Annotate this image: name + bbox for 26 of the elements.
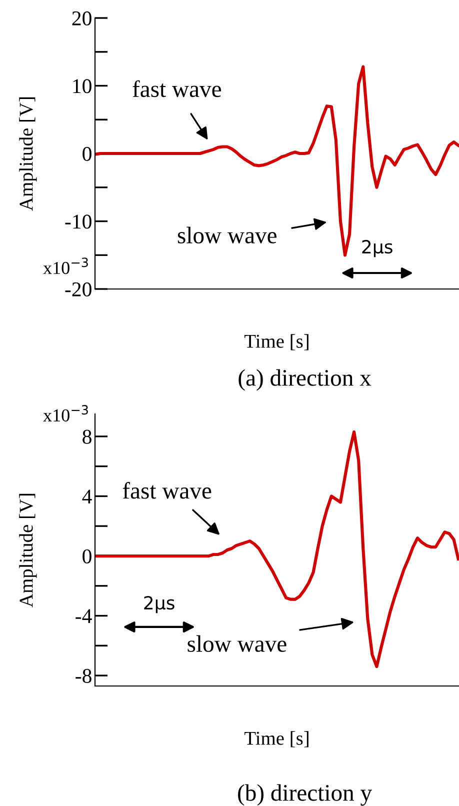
annotation: slow wave [188, 635, 286, 652]
x-axis-title: Time [s] [244, 334, 308, 350]
x-axis-title: Time [s] [244, 731, 308, 748]
y-tick-label: -8 [76, 668, 92, 683]
y-tick-label: 10 [73, 79, 92, 94]
line-series [95, 430, 459, 668]
y-tick-label: -20 [65, 282, 92, 296]
y-axis-title: Amplitude [V] [19, 97, 37, 211]
y-tick-label: 20 [72, 11, 92, 26]
y-tick-label: 0 [82, 146, 92, 161]
text: (a) direction x [238, 369, 372, 391]
annotation: fast wave [132, 80, 221, 98]
y-tick-label: -4 [76, 609, 92, 623]
text: (b) direction y [238, 784, 372, 806]
annotation: 2μs [362, 240, 392, 258]
line-series [95, 65, 459, 257]
annotation: slow wave [178, 226, 276, 244]
y-tick-label: -10 [65, 214, 92, 229]
y-axis-title: Amplitude [V] [19, 494, 37, 608]
text: x10$^{−3}$ [43, 258, 88, 274]
text: x10$^{−3}$ [43, 405, 88, 422]
annotation: fast wave [122, 482, 212, 499]
annotation: 2μs [144, 596, 174, 614]
y-tick-label: 8 [82, 430, 92, 444]
y-tick-label: 4 [82, 490, 92, 504]
y-tick-label: 0 [82, 549, 92, 564]
